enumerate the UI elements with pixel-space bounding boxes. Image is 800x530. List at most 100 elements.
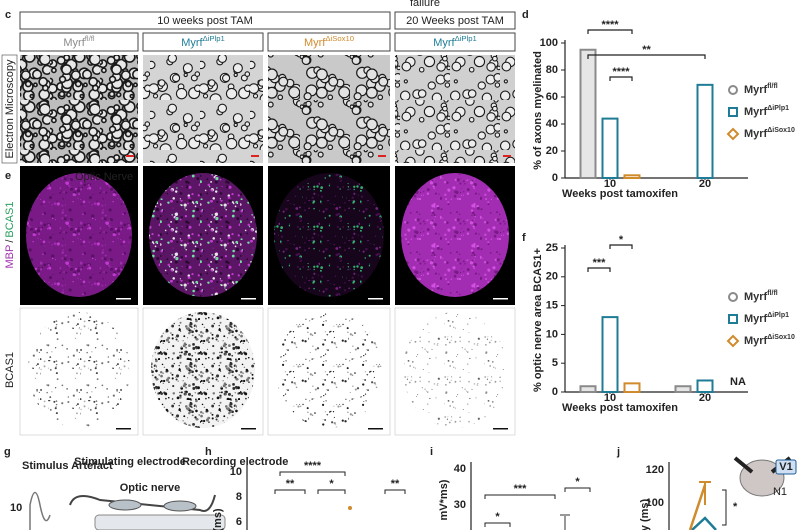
optic-nerve bbox=[401, 173, 509, 297]
y-tick-label: 5 bbox=[552, 357, 558, 369]
significance-bracket bbox=[274, 489, 306, 494]
bar bbox=[601, 117, 619, 179]
legend-marker bbox=[726, 334, 740, 348]
y-tick-label: 15 bbox=[546, 300, 558, 312]
significance-bracket bbox=[484, 522, 511, 527]
panel-label: i bbox=[430, 446, 433, 458]
optic-nerve bbox=[276, 312, 382, 428]
y-tick-label: 40 bbox=[546, 118, 558, 130]
panel-label: j bbox=[616, 446, 620, 458]
genotype-superscript: ΔiSox10 bbox=[767, 334, 795, 341]
em-image bbox=[20, 55, 138, 163]
genotype-label: MyrfΔiSox10 bbox=[744, 127, 795, 140]
em-image bbox=[395, 55, 515, 163]
bar bbox=[674, 385, 692, 393]
image-label: Optic Nerve bbox=[75, 171, 133, 183]
significance-bracket bbox=[587, 267, 611, 272]
panel-label: c bbox=[5, 9, 11, 21]
genotype-name: Myrf bbox=[744, 84, 768, 96]
genotype-name: Myrf bbox=[744, 335, 768, 347]
bar bbox=[579, 48, 597, 179]
genotype-name: Myrf bbox=[63, 37, 85, 49]
scale-bar bbox=[126, 155, 134, 157]
bar bbox=[696, 83, 714, 179]
genotype-superscript: fl/fl bbox=[85, 34, 95, 43]
bar bbox=[579, 385, 597, 393]
genotype-superscript: ΔiPlp1 bbox=[455, 34, 477, 43]
bar bbox=[601, 316, 619, 393]
y-tick-label: 8 bbox=[236, 491, 242, 503]
y-tick-label: 10 bbox=[546, 328, 558, 340]
optic-nerve bbox=[26, 173, 132, 297]
scale-bar bbox=[116, 428, 131, 430]
legend-marker bbox=[728, 292, 738, 302]
header-box bbox=[394, 11, 516, 30]
significance-stars: ** bbox=[286, 478, 295, 490]
significance-bracket bbox=[564, 487, 591, 492]
error-bar bbox=[560, 514, 570, 530]
row-label: BCAS1 bbox=[4, 352, 16, 388]
significance-stars: *** bbox=[593, 257, 607, 269]
x-tick-label: 20 bbox=[699, 178, 711, 190]
significance-bracket bbox=[609, 244, 633, 249]
column-box bbox=[267, 32, 391, 52]
electrode bbox=[163, 500, 197, 512]
header-box bbox=[19, 11, 391, 30]
annotation: Stimulating electrode bbox=[74, 456, 186, 468]
em-image bbox=[143, 55, 263, 163]
genotype-label: MyrfΔiPlp1 bbox=[181, 34, 225, 49]
bar bbox=[696, 379, 714, 394]
genotype-name: Myrf bbox=[744, 106, 768, 118]
y-axis-label: y (ms) bbox=[639, 498, 651, 530]
legend-marker bbox=[728, 107, 738, 117]
genotype-superscript: ΔiPlp1 bbox=[767, 312, 789, 319]
y-tick-label: 6 bbox=[236, 516, 242, 528]
legend-marker bbox=[728, 85, 738, 95]
row-label-mbp: MBP bbox=[4, 245, 16, 269]
y-tick-label: 20 bbox=[546, 271, 558, 283]
bar bbox=[623, 382, 641, 393]
header-label: 20 Weeks post TAM bbox=[406, 15, 504, 27]
optic-nerve bbox=[274, 173, 384, 297]
y-axis-label: (ms) bbox=[212, 508, 224, 530]
significance-bracket bbox=[722, 489, 727, 526]
panel-label: f bbox=[522, 232, 526, 244]
bar bbox=[623, 174, 641, 180]
significance-stars: **** bbox=[612, 66, 630, 78]
optic-nerve bbox=[149, 173, 257, 297]
significance-stars: * bbox=[619, 234, 624, 246]
label-box bbox=[775, 459, 797, 475]
genotype-name: Myrf bbox=[433, 37, 455, 49]
significance-bracket bbox=[609, 76, 633, 81]
trace bbox=[29, 491, 51, 530]
scale-bar bbox=[241, 298, 256, 300]
significance-bracket bbox=[587, 29, 633, 34]
genotype-superscript: ΔiPlp1 bbox=[767, 105, 789, 112]
annotation: Optic nerve bbox=[120, 482, 181, 494]
row-label-bcas1: BCAS1 bbox=[4, 202, 16, 238]
significance-stars: *** bbox=[514, 483, 528, 495]
y-axis-label: % of axons myelinated bbox=[532, 51, 544, 170]
significance-stars: * bbox=[733, 501, 738, 513]
y-tick-label: 80 bbox=[546, 64, 558, 76]
genotype-name: Myrf bbox=[744, 313, 768, 325]
annotation: Stimulus Artefact bbox=[22, 460, 113, 472]
scale-bar bbox=[493, 298, 508, 300]
genotype-superscript: ΔiSox10 bbox=[767, 127, 795, 134]
y-tick-label: 60 bbox=[546, 91, 558, 103]
header-label: 10 weeks post TAM bbox=[157, 15, 253, 27]
genotype-label: Myrffl/fl bbox=[63, 34, 95, 49]
y-tick-label: 20 bbox=[546, 145, 558, 157]
scale-bar bbox=[368, 428, 383, 430]
genotype-name: Myrf bbox=[744, 128, 768, 140]
x-tick-label: 10 bbox=[604, 392, 616, 404]
scale-bar bbox=[378, 155, 386, 157]
x-axis-label: Weeks post tamoxifen bbox=[562, 188, 678, 200]
y-tick-label: 30 bbox=[454, 499, 466, 511]
x-axis-label: Weeks post tamoxifen bbox=[562, 402, 678, 414]
column-box bbox=[142, 32, 264, 52]
genotype-superscript: fl/fl bbox=[767, 290, 778, 297]
error-bar bbox=[699, 481, 711, 505]
y-axis-label: mV*ms) bbox=[438, 479, 450, 520]
